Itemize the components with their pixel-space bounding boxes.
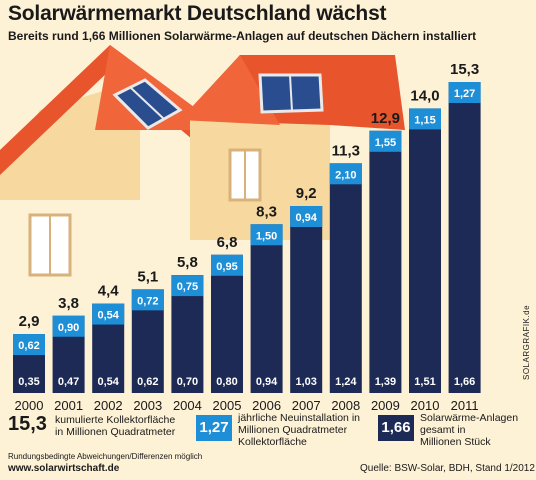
source-note: Quelle: BSW-Solar, BDH, Stand 1/2012 [360, 463, 535, 474]
footnote: Rundungsbedingte Abweichungen/Differenze… [8, 452, 203, 461]
bar-annual-2000 [13, 334, 45, 356]
bar-annual-2009 [369, 130, 402, 152]
x-tick-label-2010: 2010 [411, 398, 440, 413]
bar-total-label-2001: 0,47 [58, 376, 79, 388]
legend-total-line: gesamt in [420, 424, 466, 436]
legend-total-line: Solarwärme-Anlagen [420, 412, 519, 424]
bar-total-label-2008: 1,24 [335, 376, 357, 388]
bar-annual-2001 [52, 315, 85, 337]
x-tick-label-2007: 2007 [292, 398, 321, 413]
legend-annual-line: Millionen Quadratmeter [238, 424, 348, 436]
house-right-illustration [180, 55, 405, 240]
bar-annual-2002 [92, 303, 125, 325]
x-tick-label-2006: 2006 [252, 398, 281, 413]
x-tick-label-2005: 2005 [213, 398, 242, 413]
bar-annual-2008 [329, 163, 362, 185]
bar-2006 [250, 224, 283, 393]
legend-annual-line: jährliche Neuinstallation in [238, 412, 360, 424]
bar-cumulative-label-2008: 11,3 [332, 142, 360, 159]
bar-annual-label-2002: 0,54 [97, 310, 119, 322]
bar-annual-label-2000: 0,62 [18, 340, 39, 352]
bar-cumulative-label-2003: 5,1 [137, 268, 158, 285]
bar-annual-2007 [290, 205, 323, 227]
bar-annual-2005 [211, 254, 243, 276]
bar-cumulative-label-2007: 9,2 [296, 185, 317, 202]
bar-annual-label-2007: 0,94 [295, 212, 317, 224]
bar-cumulative-label-2009: 12,9 [371, 110, 400, 127]
x-tick-label-2000: 2000 [15, 398, 44, 413]
bar-annual-label-2004: 0,75 [177, 281, 198, 293]
legend-total-text: Solarwärme-Anlagen gesamt in Millionen S… [420, 412, 518, 448]
house-left-illustration [0, 45, 225, 277]
bar-annual-label-2001: 0,90 [58, 322, 79, 334]
bar-total-label-2007: 1,03 [295, 376, 316, 388]
bar-2010 [409, 108, 441, 393]
x-tick-label-2009: 2009 [371, 398, 400, 413]
bar-total-label-2005: 0,80 [216, 376, 237, 388]
bars-group: 0,62 0,35 2,9 2000 0,90 0,47 3,8 2001 0,54 0,54 4,… [13, 61, 481, 413]
bar-total-label-2004: 0,70 [177, 376, 198, 388]
x-tick-label-2002: 2002 [94, 398, 123, 413]
bar-total-label-2010: 1,51 [414, 376, 435, 388]
bar-total-label-2009: 1,39 [375, 376, 396, 388]
bar-cumulative-label-2005: 6,8 [217, 234, 238, 251]
bar-annual-2004 [171, 275, 204, 297]
legend-total-swatch: 1,66 [378, 415, 414, 441]
x-tick-label-2011: 2011 [451, 398, 479, 413]
legend-total-line: Millionen Stück [420, 436, 491, 448]
bar-2011 [448, 82, 481, 393]
bar-total-label-2006: 0,94 [256, 376, 278, 388]
bar-2005 [211, 254, 243, 393]
x-tick-label-2004: 2004 [173, 398, 202, 413]
graphic-credit: SOLARGRAFIK.de [522, 304, 531, 380]
legend-cumulative-value: 15,3 [8, 413, 47, 435]
bar-annual-label-2005: 0,95 [216, 261, 237, 273]
chart-subtitle: Bereits rund 1,66 Millionen Solarwärme-A… [8, 29, 477, 43]
legend-cumulative-text: kumulierte Kollektorfläche in Millionen … [55, 414, 175, 438]
bar-cumulative-label-2004: 5,8 [177, 254, 198, 271]
legend-annual-text: jährliche Neuinstallation in Millionen Q… [238, 412, 360, 448]
legend-annual-line: Kollektorfläche [238, 436, 307, 448]
legend-annual-swatch: 1,27 [196, 415, 232, 441]
x-tick-label-2008: 2008 [331, 398, 360, 413]
bar-cumulative-label-2010: 14,0 [410, 87, 439, 104]
chart-title: Solarwärmemarkt Deutschland wächst [8, 2, 387, 25]
bar-2007 [290, 205, 323, 393]
bar-annual-2011 [448, 82, 481, 103]
bar-cumulative-label-2011: 15,3 [450, 61, 479, 78]
bar-annual-label-2008: 2,10 [335, 169, 356, 181]
bar-cumulative-label-2002: 4,4 [98, 283, 120, 300]
bar-2009 [369, 130, 402, 394]
website-link[interactable]: www.solarwirtschaft.de [8, 463, 120, 474]
bar-annual-label-2003: 0,72 [137, 295, 158, 307]
bar-cumulative-label-2006: 8,3 [256, 203, 277, 220]
bar-annual-2010 [409, 108, 441, 130]
bar-total-label-2003: 0,62 [137, 376, 158, 388]
x-tick-label-2001: 2001 [54, 398, 83, 413]
bar-annual-2006 [250, 224, 283, 246]
legend-cumulative-line: kumulierte Kollektorfläche [55, 414, 176, 426]
bar-total-label-2002: 0,54 [97, 376, 119, 388]
x-tick-label-2003: 2003 [133, 398, 162, 413]
bar-cumulative-label-2000: 2,9 [19, 313, 40, 330]
bar-total-label-2011: 1,66 [454, 376, 475, 388]
bar-2008 [329, 163, 362, 393]
bar-cumulative-label-2001: 3,8 [58, 295, 79, 312]
bar-annual-label-2009: 1,55 [375, 137, 396, 149]
bar-total-label-2000: 0,35 [18, 376, 39, 388]
bar-annual-label-2011: 1,27 [454, 88, 475, 100]
bar-annual-label-2010: 1,15 [414, 114, 435, 126]
bar-annual-label-2006: 1,50 [256, 230, 277, 242]
bar-annual-2003 [131, 289, 164, 311]
legend-cumulative-line: in Millionen Quadratmeter [55, 426, 176, 438]
